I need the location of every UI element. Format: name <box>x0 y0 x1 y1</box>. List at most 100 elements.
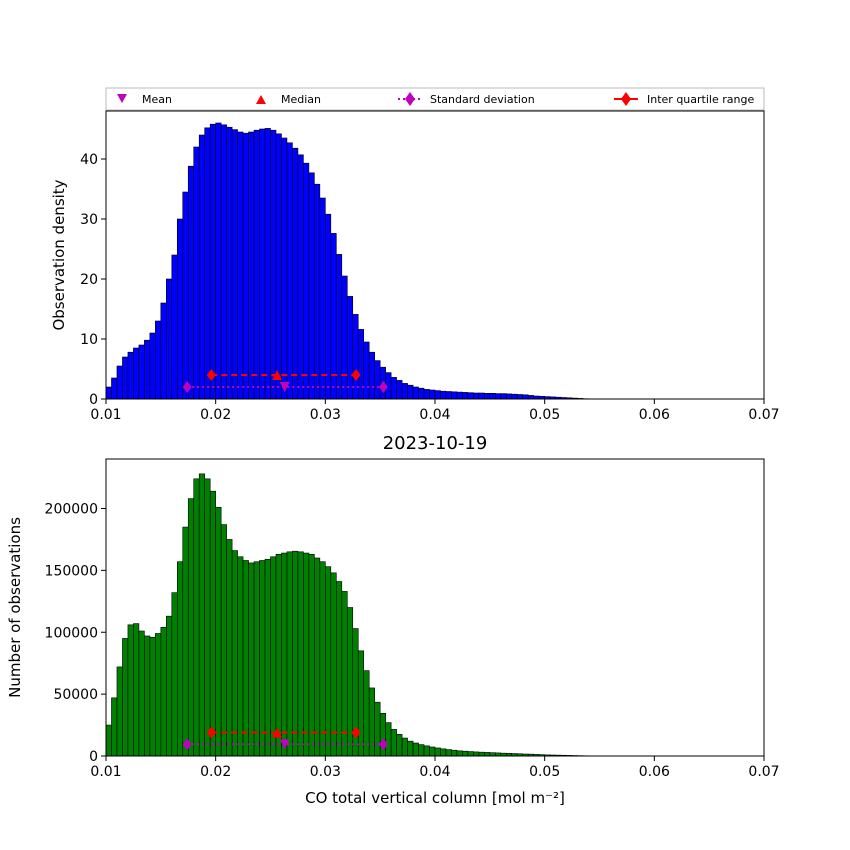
histogram-bar <box>451 749 458 757</box>
histogram-bar <box>193 478 200 757</box>
histogram-bar <box>341 275 348 400</box>
histogram-bar <box>231 550 238 757</box>
x-tick-label: 0.02 <box>200 764 231 780</box>
legend-item-iqr: Inter quartile range <box>614 92 754 106</box>
histogram-bar <box>149 332 156 400</box>
histogram-bar <box>325 213 332 400</box>
x-tick-label: 0.05 <box>529 764 560 780</box>
histogram-bar <box>412 742 419 757</box>
legend-item-std: Standard deviation <box>398 92 535 106</box>
count-histogram-panel: 2023-10-19 0.01 0.02 0.03 0.04 0.05 0.06 0.07 … <box>6 433 780 807</box>
histogram-bar <box>363 670 370 757</box>
histogram-bar <box>182 191 189 400</box>
x-ticks-group: 0.01 0.02 0.03 0.04 0.05 0.06 0.07 <box>90 399 780 423</box>
histogram-bar <box>231 129 238 400</box>
bars-group <box>105 122 595 400</box>
histogram-bar <box>111 377 118 400</box>
histogram-bar <box>390 377 397 400</box>
stats-markers-group <box>182 726 388 751</box>
histogram-bar <box>248 562 255 757</box>
histogram-bar <box>511 393 518 400</box>
histogram-bar <box>116 365 123 400</box>
histogram-bar <box>182 526 189 757</box>
histogram-bar <box>215 122 222 400</box>
diamond-icon <box>405 92 415 106</box>
x-tick-label: 0.01 <box>90 764 121 780</box>
y-ticks-group: 0 50000 100000 150000 200000 <box>45 502 106 765</box>
histogram-bar <box>456 391 463 400</box>
x-tick-label: 0.02 <box>200 407 231 423</box>
histogram-bar <box>357 650 365 757</box>
y-tick-label: 100000 <box>45 625 98 641</box>
stats-markers-group <box>182 369 388 393</box>
histogram-bar <box>133 623 140 757</box>
histogram-bar <box>335 254 343 400</box>
x-axis-label: CO total vertical column [mol m⁻²] <box>305 789 565 807</box>
histogram-bar <box>462 392 469 400</box>
histogram-bar <box>122 638 129 757</box>
histogram-bar <box>451 391 458 400</box>
histogram-bar <box>144 339 151 400</box>
y-tick-label: 10 <box>80 332 98 348</box>
histogram-bar <box>434 747 441 757</box>
histogram-bar <box>253 561 260 757</box>
histogram-bar <box>105 724 112 757</box>
histogram-bar <box>407 740 414 757</box>
histogram-bar <box>166 615 173 757</box>
bars-group <box>105 473 600 757</box>
histogram-bar <box>346 296 354 400</box>
histogram-bar <box>473 392 480 400</box>
histogram-bar <box>390 729 397 757</box>
histogram-bar <box>292 550 299 757</box>
y-axis-label: Number of observations <box>6 517 24 698</box>
histogram-bar <box>505 393 513 400</box>
x-tick-label: 0.07 <box>748 764 779 780</box>
y-axis-label: Observation density <box>50 179 68 330</box>
histogram-bar <box>478 751 485 757</box>
histogram-bar <box>220 124 227 400</box>
histogram-bar <box>155 320 162 400</box>
histogram-bar <box>467 751 474 757</box>
histogram-bar <box>368 687 375 757</box>
histogram-bar <box>297 551 304 757</box>
histogram-bar <box>401 383 408 400</box>
x-tick-label: 0.07 <box>748 407 779 423</box>
histogram-bar <box>303 162 310 400</box>
histogram-bar <box>522 394 529 400</box>
mean-marker <box>279 382 290 392</box>
histogram-bar <box>286 142 293 400</box>
histogram-bar <box>127 624 134 757</box>
histogram-bar <box>111 697 118 757</box>
histogram-bar <box>418 387 425 400</box>
diamond-icon <box>621 92 631 106</box>
iqr-low-marker <box>206 369 216 381</box>
histogram-bar <box>434 390 441 400</box>
histogram-bar <box>226 539 233 757</box>
triangle-up-icon <box>256 95 266 104</box>
histogram-bar <box>259 128 266 400</box>
histogram-bar <box>527 395 535 400</box>
iqr-high-marker <box>351 369 361 381</box>
legend-label-iqr: Inter quartile range <box>647 93 754 106</box>
histogram-bar <box>160 626 167 757</box>
histogram-bar <box>346 607 354 757</box>
legend-label-std: Standard deviation <box>430 93 535 106</box>
iqr-high-marker <box>351 726 361 739</box>
histogram-bar <box>412 386 419 400</box>
histogram-bar <box>456 750 463 757</box>
histogram-bar <box>248 131 255 400</box>
iqr-low-marker <box>206 726 216 739</box>
histogram-bar <box>209 490 216 757</box>
histogram-bar <box>308 172 315 400</box>
y-tick-label: 200000 <box>45 502 98 518</box>
y-tick-label: 30 <box>80 212 98 228</box>
histogram-bar <box>204 478 211 757</box>
histogram-bar <box>445 749 452 757</box>
histogram-bar <box>500 393 507 400</box>
histogram-bar <box>204 127 211 400</box>
histogram-bar <box>237 556 244 757</box>
histogram-bar <box>116 666 123 757</box>
y-tick-label: 20 <box>80 272 98 288</box>
histogram-bar <box>396 734 403 757</box>
histogram-bar <box>275 133 282 400</box>
